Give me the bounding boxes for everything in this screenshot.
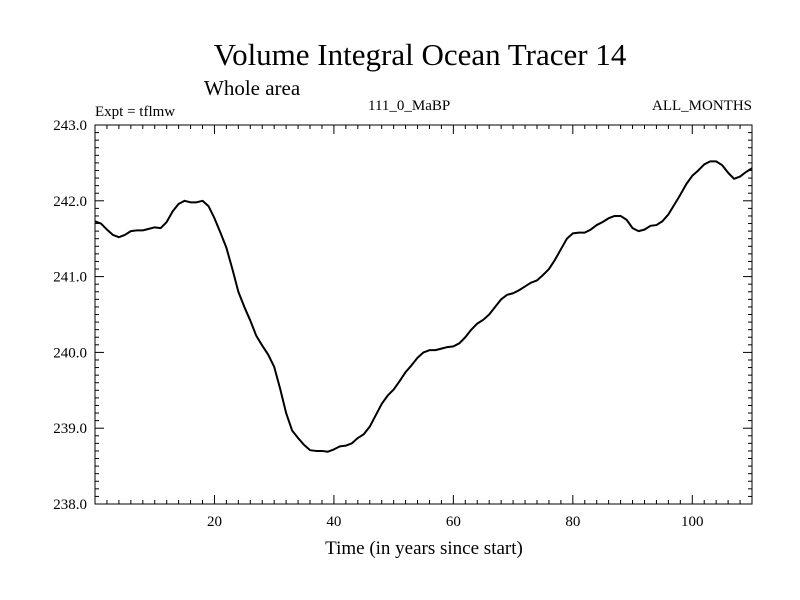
chart-subtitle: Whole area xyxy=(204,76,301,100)
x-axis-label: Time (in years since start) xyxy=(325,538,523,559)
x-tick-label: 80 xyxy=(565,514,580,530)
experiment-label: Expt = tflmw xyxy=(95,104,175,120)
x-tick-label: 60 xyxy=(446,514,461,530)
chart-title: Volume Integral Ocean Tracer 14 xyxy=(214,37,627,72)
series-line xyxy=(94,160,753,453)
months-label: ALL_MONTHS xyxy=(652,98,752,114)
y-tick-label: 242.0 xyxy=(53,194,87,210)
y-tick-label: 238.0 xyxy=(53,497,87,513)
y-tick-labels: 238.0 239.0 240.0 241.0 242.0 243.0 xyxy=(53,118,87,513)
period-label: 111_0_MaBP xyxy=(368,98,450,114)
x-tick-label: 100 xyxy=(681,514,704,530)
y-tick-label: 241.0 xyxy=(53,270,87,286)
y-tick-label: 239.0 xyxy=(53,421,87,437)
x-tick-label: 20 xyxy=(207,514,222,530)
plot-frame xyxy=(94,124,753,505)
series-layer xyxy=(94,160,753,453)
x-tick-labels: 20 40 60 80 100 xyxy=(207,514,704,530)
y-tick-label: 243.0 xyxy=(53,118,87,134)
y-tick-label: 240.0 xyxy=(53,345,87,361)
x-tick-label: 40 xyxy=(326,514,341,530)
axis-ticks xyxy=(94,124,753,505)
